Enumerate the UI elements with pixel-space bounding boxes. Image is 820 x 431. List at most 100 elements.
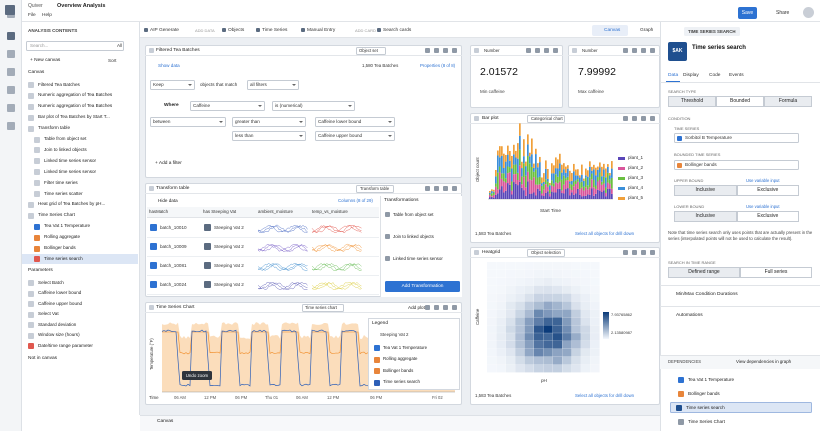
canvas-items-children[interactable]: Linked time series sensor: [44, 157, 97, 163]
bounded-select[interactable]: [674, 160, 799, 170]
toolbar-items[interactable]: Time Series: [262, 28, 288, 33]
canvas-items-children[interactable]: Table from object set: [44, 136, 87, 141]
toolbar-views[interactable]: Graph: [640, 28, 654, 33]
inspector-tabs[interactable]: Data: [668, 73, 679, 78]
canvas-items-label[interactable]: Heat grid of Tea Batches by pH...: [38, 201, 106, 207]
heat-scale-min: 2.13580987: [611, 330, 633, 335]
table-steps[interactable]: Table from object set: [393, 211, 434, 217]
param-icon: [28, 343, 34, 349]
bar-drill[interactable]: Select all objects for drill down: [575, 231, 635, 236]
sidebar-parameters[interactable]: Caffeine upper bound: [38, 300, 83, 306]
segment[interactable]: [716, 96, 764, 107]
canvas-items-children[interactable]: Join to linked objects: [44, 146, 87, 152]
toolbar-items: ADD CARD: [355, 28, 376, 33]
add-transform-button[interactable]: [385, 281, 460, 292]
dropdown[interactable]: [247, 80, 299, 90]
inspector-deps[interactable]: Tea Vat 1 Temperature: [688, 376, 735, 382]
inspector-deps[interactable]: Time series search: [686, 404, 725, 410]
dropdown[interactable]: [150, 117, 226, 127]
segment[interactable]: [668, 267, 740, 278]
canvas-items-label[interactable]: Time Series Chart: [38, 212, 75, 218]
item-icon: [28, 82, 34, 88]
search-box[interactable]: [26, 41, 124, 51]
canvas-items-label[interactable]: Filtered Tea Batches: [38, 81, 80, 87]
canvas-items-children[interactable]: Time series search: [44, 255, 83, 261]
series-add[interactable]: Add plot: [408, 305, 425, 310]
canvas-items-label[interactable]: Numeric aggregation of Tea Batches: [38, 103, 113, 109]
dropdown[interactable]: [272, 101, 355, 111]
dropdown[interactable]: [315, 117, 395, 127]
inspector-deps[interactable]: Time Series Chart: [688, 418, 725, 424]
canvas-items-children[interactable]: Time series scatter: [44, 190, 83, 196]
segment[interactable]: [764, 96, 812, 107]
canvas-items-label[interactable]: Numeric aggregation of Tea Batches: [38, 92, 113, 98]
table-hide[interactable]: Hide data: [158, 198, 178, 203]
canvas-items-children[interactable]: Linked time series sensor: [44, 168, 97, 174]
toolbar-items[interactable]: Objects: [228, 28, 245, 33]
item-icon: [34, 158, 40, 165]
inspector-automations[interactable]: Automations: [676, 313, 703, 318]
series-select[interactable]: [674, 133, 799, 143]
canvas-items-children[interactable]: Tea Vat 1 Temperature: [44, 223, 91, 229]
canvas-items-label[interactable]: Transform table: [38, 125, 70, 131]
tooltip[interactable]: [182, 371, 212, 380]
header-menu[interactable]: Help: [42, 13, 52, 18]
filter-add[interactable]: + Add a filter: [155, 161, 182, 166]
segment[interactable]: [668, 96, 716, 107]
header-menu[interactable]: File: [28, 13, 36, 18]
sidebar-parameters[interactable]: Select Batch: [38, 279, 64, 285]
segment[interactable]: [674, 185, 737, 196]
selected-row: [22, 253, 138, 264]
segment[interactable]: [674, 211, 737, 222]
sidebar-parameters[interactable]: Window size (hours): [38, 332, 80, 337]
canvas-items-children[interactable]: Bollinger bands: [44, 245, 76, 250]
canvas-items-label[interactable]: Bar plot of Tea Batches by Start T...: [38, 114, 110, 120]
save-button[interactable]: [738, 7, 757, 19]
inspector-tabs[interactable]: Events: [729, 73, 744, 78]
footer-tab[interactable]: Canvas: [157, 419, 174, 424]
series-x-ticks: 06 AM: [296, 395, 308, 400]
inspector-variable[interactable]: Use variable input: [746, 178, 780, 183]
toolbar-items[interactable]: AIP Generate: [150, 28, 179, 33]
dropdown[interactable]: [315, 131, 395, 141]
sidebar-parameters[interactable]: Date/time range parameter: [38, 342, 93, 348]
dropdown[interactable]: [190, 101, 265, 111]
card-action: [641, 48, 646, 53]
filter-count: 1,580 Tea Batches: [362, 63, 399, 68]
header-share[interactable]: Share: [776, 9, 790, 16]
table-steps[interactable]: Linked time series sensor: [393, 255, 443, 261]
chip: [527, 115, 565, 123]
toolbar-views[interactable]: Canvas: [604, 28, 621, 33]
dropdown[interactable]: [232, 131, 306, 141]
segment[interactable]: [740, 267, 812, 278]
inspector-view-graph[interactable]: View dependencies in graph: [736, 359, 792, 364]
sidebar-new-canvas[interactable]: + New canvas: [30, 58, 61, 63]
inspector-tabs[interactable]: Display: [683, 73, 699, 78]
inspector-durations[interactable]: Min/Max Condition Durations: [676, 292, 738, 297]
sidebar-sort: Sort: [108, 58, 117, 63]
segment[interactable]: [736, 211, 799, 222]
heat-drill[interactable]: Select all objects for drill down: [575, 393, 635, 398]
filter-properties[interactable]: Properties (8 of 8): [420, 63, 456, 68]
dropdown[interactable]: [150, 80, 195, 90]
dropdown[interactable]: [232, 117, 306, 127]
inspector-tabs[interactable]: Code: [709, 73, 721, 78]
row-icon: [204, 281, 211, 288]
toolbar-items[interactable]: Search cards: [383, 28, 412, 33]
inspector-variable[interactable]: Use variable input: [746, 204, 780, 209]
toolbar-items[interactable]: Manual Entry: [307, 28, 336, 33]
legend-panel: [368, 318, 460, 390]
filter-show-data[interactable]: Show data: [158, 63, 180, 68]
segment[interactable]: [736, 185, 799, 196]
filter-match: objects that match: [200, 81, 238, 87]
sidebar-parameters[interactable]: Select Vat: [38, 311, 59, 316]
card-action: [443, 186, 448, 191]
table-steps[interactable]: Join to linked objects: [393, 233, 434, 239]
canvas-items-children[interactable]: Filter time series: [44, 179, 78, 185]
legend-icon: [374, 368, 380, 374]
param-icon: [28, 322, 34, 328]
sidebar-parameters[interactable]: Standard deviation: [38, 321, 77, 327]
inspector-deps[interactable]: Bollinger bands: [688, 390, 720, 396]
sidebar-parameters[interactable]: Caffeine lower bound: [38, 290, 82, 295]
canvas-items-children[interactable]: Rolling aggregate: [44, 234, 81, 240]
